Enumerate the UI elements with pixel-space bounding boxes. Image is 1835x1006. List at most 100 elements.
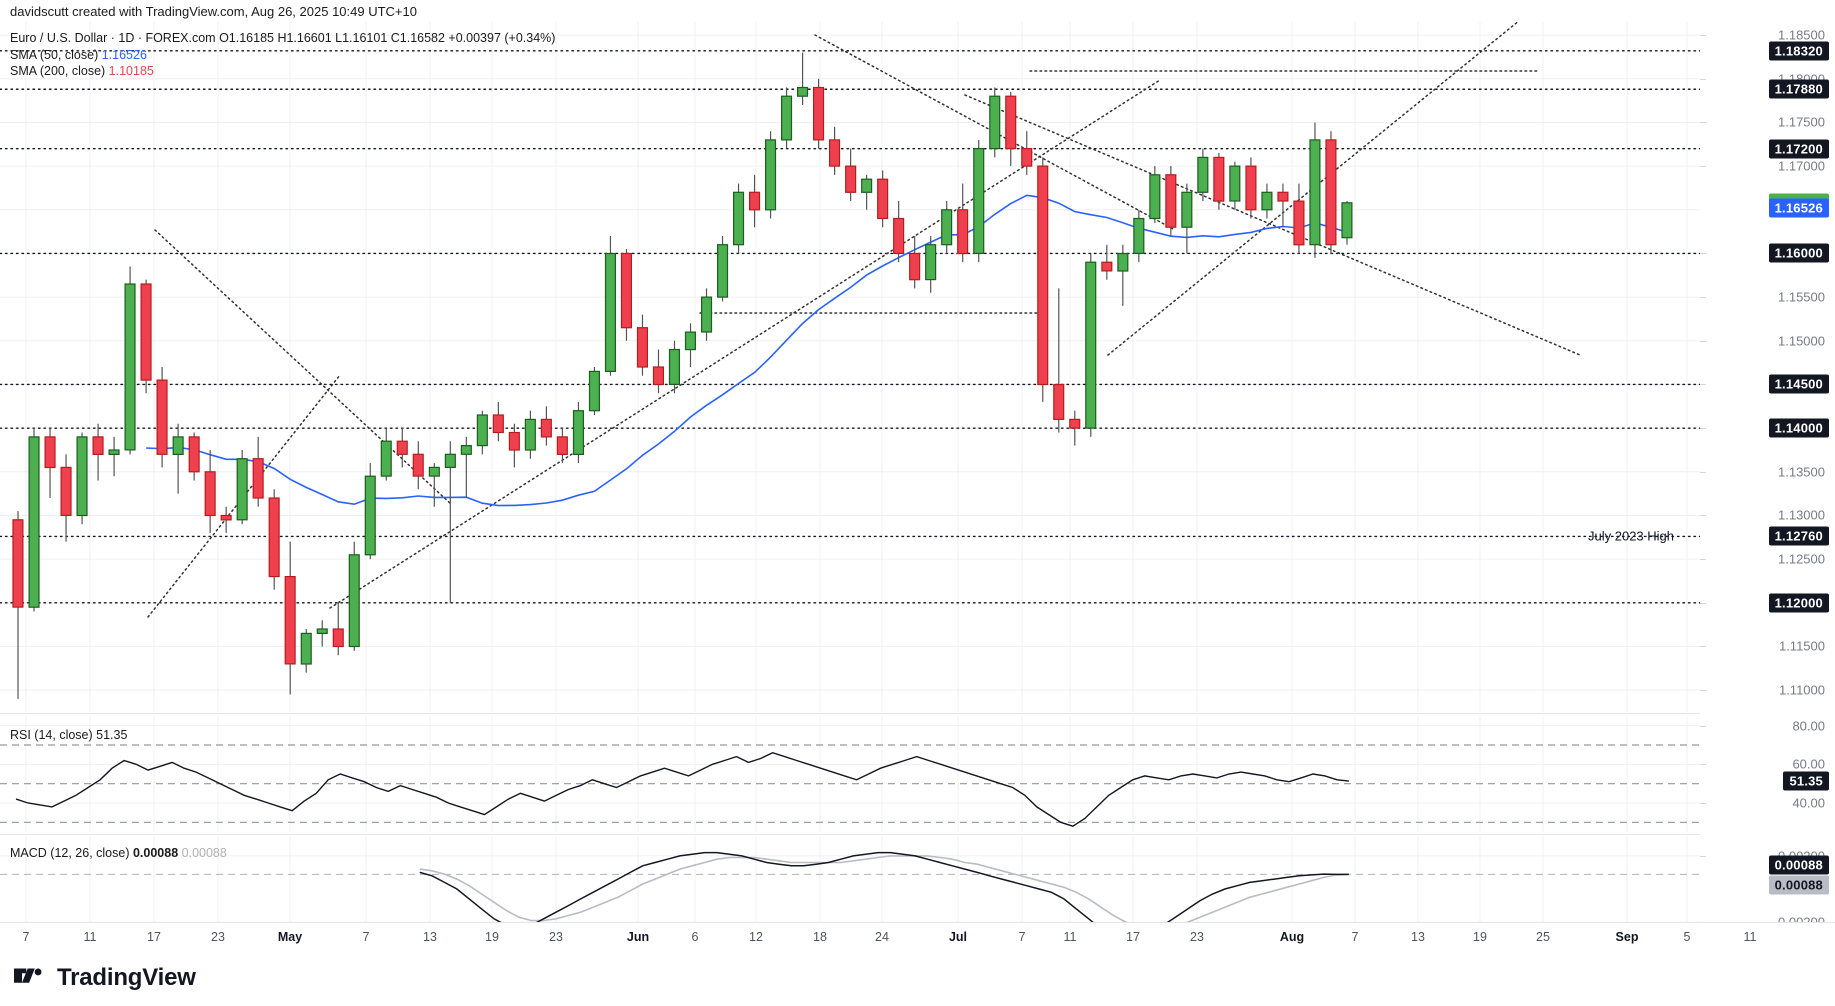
candlestick [1277,183,1289,228]
candlestick [1213,153,1225,210]
time-axis-tick: 5 [1683,930,1691,944]
candle-body [588,370,600,412]
candlestick [556,428,568,464]
candle-body [1197,156,1209,193]
candlestick [332,602,344,656]
candlestick [1005,91,1017,167]
candle-body [716,244,729,298]
candlestick [1021,131,1033,175]
candle-body [540,418,552,438]
candle-body [364,475,376,556]
candle-body [1021,147,1033,167]
candlestick [748,174,761,228]
candle-body [428,466,440,477]
candlestick [668,340,680,394]
candle-body [668,348,680,386]
time-axis-tick: 7 [1018,930,1026,944]
candle-body [1069,418,1081,429]
candlestick [444,441,456,603]
legend-macd: MACD (12, 26, close) 0.00088 0.00088 [10,846,227,860]
time-axis-tick: 11 [1743,930,1757,944]
candle-body [1245,165,1257,211]
candlestick [396,428,408,468]
candlestick [732,183,745,254]
rsi-axis-tick: 60.00 [1792,756,1825,772]
candle-body [348,554,360,648]
candlestick [284,541,296,695]
candle-body [877,178,889,220]
price-axis-badge[interactable]: 1.12760 [1768,526,1829,546]
candlestick [796,52,809,105]
candle-body [380,440,392,477]
time-axis-tick: 25 [1536,930,1550,944]
price-axis-badge[interactable]: 1.17880 [1768,79,1829,99]
trendline-downtrend-long[interactable] [964,94,1581,356]
candle-body [1229,165,1241,202]
price-axis[interactable]: 1.185001.180001.175001.170001.160001.155… [1700,22,1835,942]
drawing-label[interactable]: July 2023 High [1588,528,1674,544]
price-axis-badge[interactable]: 1.12000 [1768,593,1829,613]
macd-axis-signal-badge[interactable]: 0.00088 [1768,875,1829,895]
candle-body [28,436,40,608]
axis-tick-mark [1700,253,1706,255]
candle-body [108,449,120,456]
price-axis-badge[interactable]: 1.17200 [1768,139,1829,159]
trendline-uptrend-long[interactable] [329,79,1161,609]
candle-body [845,165,857,193]
price-axis-badge[interactable]: 1.14500 [1768,374,1829,394]
legend-macd-label: MACD (12, 26, close) [10,846,130,860]
candlestick [925,235,937,293]
candlestick [268,489,280,590]
candle-body [556,436,568,455]
time-axis-tick: 23 [1190,930,1204,944]
candlestick [716,235,729,302]
axis-tick-mark [1700,690,1706,692]
candle-body [861,178,873,193]
candle-body [1309,139,1321,246]
price-axis-badge[interactable]: 1.14000 [1768,418,1829,438]
candlestick [44,428,56,499]
candle-body [460,445,472,455]
axis-tick-mark [1700,602,1706,604]
price-axis-tick: 1.13500 [1778,464,1825,480]
tradingview-logo-icon [14,968,42,983]
candle-body [204,471,216,517]
tradingview-logo[interactable]: TradingView [14,964,196,992]
axis-tick-mark [1700,35,1706,37]
candlestick [220,506,232,533]
candlestick [188,432,200,481]
macd-line [419,851,1349,940]
chart-frame: Euro / U.S. Dollar · 1D · FOREX.com O1.1… [0,22,1835,942]
price-pane[interactable]: Euro / U.S. Dollar · 1D · FOREX.com O1.1… [0,22,1700,712]
macd-pane[interactable]: MACD (12, 26, close) 0.00088 0.00088 [0,836,1700,942]
price-axis-badge[interactable]: 1.16000 [1768,243,1829,263]
candle-body [284,575,296,665]
macd-axis-badge[interactable]: 0.00088 [1768,855,1829,875]
candle-body [989,95,1001,150]
candlestick [76,432,88,525]
price-chart-svg [0,22,1700,712]
candlestick [412,441,424,490]
time-axis-tick: Jul [948,930,968,944]
axis-tick-mark [1700,122,1706,124]
price-axis-badge[interactable]: 1.18320 [1768,41,1829,61]
rsi-chart-svg [0,716,1700,832]
rsi-axis-badge[interactable]: 51.35 [1783,771,1829,791]
candle-body [732,191,745,246]
time-axis-tick: 24 [875,930,889,944]
time-axis-tick: 12 [749,930,763,944]
time-axis-tick: 19 [1473,930,1487,944]
price-axis-badge[interactable]: 1.16526 [1768,198,1829,217]
axis-tick-mark [1700,78,1706,80]
rsi-line [15,751,1350,827]
candle-body [444,453,456,468]
candlestick [652,349,664,394]
candle-body [620,252,632,329]
candlestick [845,148,857,202]
candle-body [1117,252,1129,272]
candlestick [1181,183,1193,254]
time-axis-tick: 11 [83,930,97,944]
rsi-pane[interactable]: RSI (14, close) 51.35 [0,716,1700,832]
time-axis[interactable]: 7 11 17 23 May 7 13 19 23 Jun 6 12 18 24 Jul 7 11 17 23 Aug… [0,922,1835,955]
candlestick [92,423,104,481]
